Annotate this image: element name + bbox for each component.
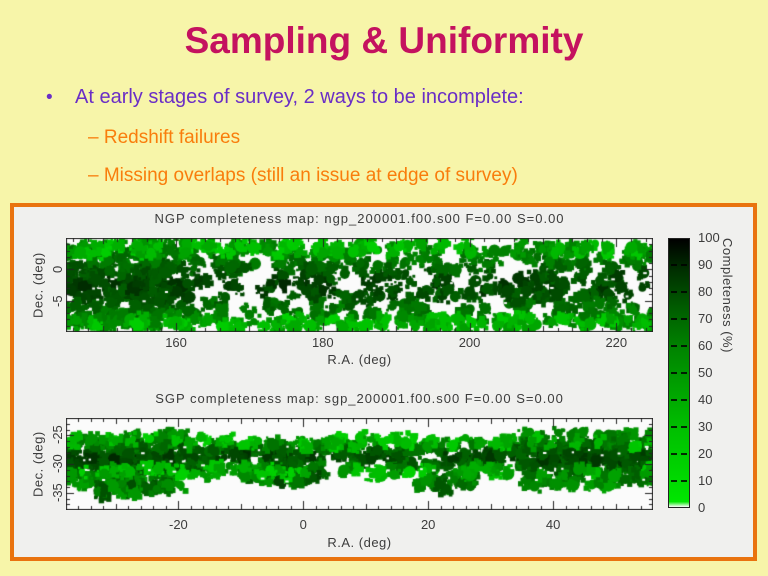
sub-bullet-redshift-failures: – Redshift failures (88, 127, 241, 148)
colorbar-tick-dash (671, 453, 677, 455)
x-tick-label: 220 (605, 335, 628, 350)
bullet-marker: • (46, 87, 53, 108)
colorbar-tick-label: 90 (698, 257, 713, 272)
colorbar-tick-dash (671, 480, 677, 482)
colorbar-tick-dash (671, 372, 677, 374)
colorbar-tick-dash (681, 399, 687, 401)
bullet-item: • At early stages of survey, 2 ways to b… (46, 86, 736, 109)
completeness-colorbar (668, 238, 690, 508)
x-tick-label: 160 (165, 335, 187, 350)
slide-title: Sampling & Uniformity (184, 20, 584, 61)
colorbar-tick-label: 30 (698, 419, 713, 434)
colorbar-tick-label: 20 (698, 446, 713, 461)
colorbar-tick-dash (671, 318, 677, 320)
colorbar-axis-label: Completeness (%) (720, 238, 735, 353)
colorbar-tick-label: 50 (698, 365, 713, 380)
colorbar-tick-label: 100 (698, 230, 720, 245)
sgp-yaxis-label: Dec. (deg) (30, 431, 46, 497)
y-tick-label: -35 (50, 483, 65, 503)
y-tick-label: -5 (50, 294, 65, 307)
colorbar-tick-dash (671, 345, 677, 347)
colorbar-tick-dash (681, 345, 687, 347)
colorbar-tick-label: 60 (698, 338, 713, 353)
ngp-plot-title: NGP completeness map: ngp_200001.f00.s00… (154, 211, 565, 226)
x-tick-label: 0 (299, 517, 307, 532)
sgp-xaxis-label: R.A. (deg) (327, 535, 392, 550)
colorbar-tick-dash (671, 264, 677, 266)
colorbar-tick-dash (671, 291, 677, 293)
colorbar-tick-dash (681, 372, 687, 374)
ngp-yaxis-label: Dec. (deg) (30, 252, 46, 318)
ngp-scatter-plot (66, 238, 653, 332)
bullet-text: At early stages of survey, 2 ways to be … (75, 86, 524, 108)
colorbar-tick-label: 80 (698, 284, 713, 299)
colorbar-tick-dash (681, 291, 687, 293)
colorbar-tick-label: 70 (698, 311, 713, 326)
x-tick-label: 40 (545, 517, 561, 532)
colorbar-tick-dash (671, 426, 677, 428)
completeness-figure: NGP completeness map: ngp_200001.f00.s00… (10, 203, 757, 561)
colorbar-tick-dash (681, 453, 687, 455)
colorbar-tick-dash (671, 399, 677, 401)
x-tick-label: -20 (168, 517, 188, 532)
colorbar-tick-label: 10 (698, 473, 713, 488)
colorbar-tick-label: 0 (698, 500, 706, 515)
x-tick-label: 20 (420, 517, 436, 532)
sub-bullet-missing-overlaps: – Missing overlaps (still an issue at ed… (88, 165, 518, 186)
colorbar-tick-dash (681, 318, 687, 320)
colorbar-tick-dash (681, 426, 687, 428)
x-tick-label: 200 (458, 335, 481, 350)
colorbar-tick-dash (681, 264, 687, 266)
figure-canvas-area: NGP completeness map: ngp_200001.f00.s00… (14, 207, 753, 557)
colorbar-tick-label: 40 (698, 392, 713, 407)
sgp-scatter-plot (66, 418, 653, 510)
sgp-plot-title: SGP completeness map: sgp_200001.f00.s00… (155, 391, 564, 406)
colorbar-tick-dash (681, 480, 687, 482)
x-tick-label: 180 (311, 335, 334, 350)
ngp-xaxis-label: R.A. (deg) (327, 352, 392, 367)
